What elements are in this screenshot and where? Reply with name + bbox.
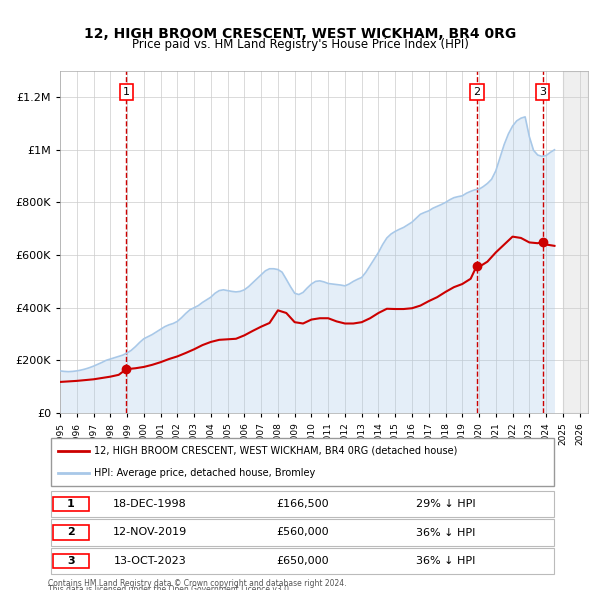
Text: 12, HIGH BROOM CRESCENT, WEST WICKHAM, BR4 0RG: 12, HIGH BROOM CRESCENT, WEST WICKHAM, B… xyxy=(84,27,516,41)
Text: £560,000: £560,000 xyxy=(277,527,329,537)
FancyBboxPatch shape xyxy=(53,497,89,512)
FancyBboxPatch shape xyxy=(50,548,554,575)
Text: HPI: Average price, detached house, Bromley: HPI: Average price, detached house, Brom… xyxy=(94,468,315,478)
Text: 29% ↓ HPI: 29% ↓ HPI xyxy=(416,499,476,509)
FancyBboxPatch shape xyxy=(50,519,554,546)
Text: 1: 1 xyxy=(67,499,75,509)
Text: 3: 3 xyxy=(539,87,546,97)
Text: 36% ↓ HPI: 36% ↓ HPI xyxy=(416,556,475,566)
FancyBboxPatch shape xyxy=(53,525,89,540)
Text: 13-OCT-2023: 13-OCT-2023 xyxy=(113,556,187,566)
Text: 12-NOV-2019: 12-NOV-2019 xyxy=(113,527,187,537)
Bar xyxy=(563,71,588,413)
FancyBboxPatch shape xyxy=(50,490,554,517)
Text: £650,000: £650,000 xyxy=(277,556,329,566)
Text: Price paid vs. HM Land Registry's House Price Index (HPI): Price paid vs. HM Land Registry's House … xyxy=(131,38,469,51)
Text: Contains HM Land Registry data © Crown copyright and database right 2024.: Contains HM Land Registry data © Crown c… xyxy=(48,579,347,588)
Text: £166,500: £166,500 xyxy=(277,499,329,509)
Text: 1: 1 xyxy=(123,87,130,97)
Text: 12, HIGH BROOM CRESCENT, WEST WICKHAM, BR4 0RG (detached house): 12, HIGH BROOM CRESCENT, WEST WICKHAM, B… xyxy=(94,445,457,455)
Text: 2: 2 xyxy=(67,527,75,537)
FancyBboxPatch shape xyxy=(50,438,554,486)
Text: 18-DEC-1998: 18-DEC-1998 xyxy=(113,499,187,509)
Text: 2: 2 xyxy=(473,87,481,97)
Text: This data is licensed under the Open Government Licence v3.0.: This data is licensed under the Open Gov… xyxy=(48,585,292,590)
Text: 3: 3 xyxy=(67,556,75,566)
Text: 36% ↓ HPI: 36% ↓ HPI xyxy=(416,527,475,537)
FancyBboxPatch shape xyxy=(53,554,89,568)
